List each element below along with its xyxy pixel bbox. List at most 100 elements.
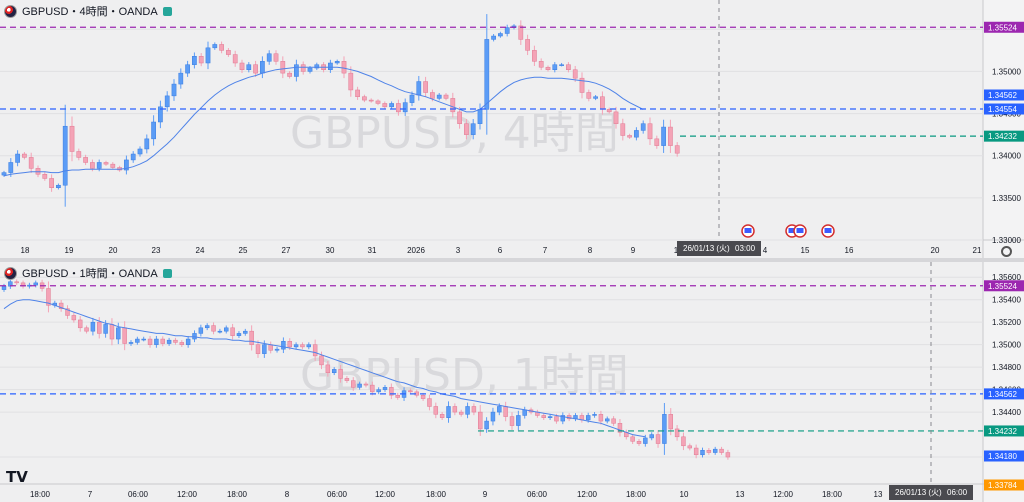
candle-body [274,348,280,351]
crosshair-time-value: 06:00 [947,488,968,497]
candle-body [620,123,626,136]
price-label-text: 1.33784 [988,481,1017,490]
candle-body [668,414,673,430]
candle-body [103,162,109,165]
candle-body [592,414,597,416]
symbol-title-1h[interactable]: GBPUSD・1時間・OANDA [22,268,158,280]
candle-body [452,406,458,413]
candle-body [226,50,231,55]
price-level-label: 1.34562 [988,390,1017,399]
candle-body [693,447,699,456]
candle-body [484,420,489,430]
candle-body [382,103,388,108]
candle-body [22,153,27,158]
candle-body [465,406,470,415]
price-tick-label: 1.33500 [992,194,1021,203]
candle-body [559,64,564,66]
chart-pane-4h[interactable]: 1.355001.350001.345001.340001.335001.330… [0,0,1024,258]
us-event-flag-icon [796,228,804,233]
candle-body [124,159,129,171]
chart-pane-1h[interactable]: 1.356001.354001.352001.350001.348001.346… [0,262,1024,502]
candle-body [355,89,360,97]
candle-body [490,411,496,422]
candle-body [439,414,445,418]
candle-body [185,64,190,74]
candle-body [260,61,265,74]
candle-body [137,148,143,155]
candle-body [627,135,632,138]
time-tick-label: 18:00 [426,490,447,499]
candle-body [128,342,134,344]
time-tick-label: 10 [680,490,689,499]
plot-background [0,0,983,240]
price-tick-label: 1.35000 [992,67,1021,76]
time-tick-label: 20 [109,246,118,255]
time-tick-label: 06:00 [128,490,149,499]
candle-body [294,64,299,77]
candle-body [617,423,623,433]
time-tick-label: 24 [196,246,205,255]
price-level-tag [984,103,1024,115]
candle-body [307,67,313,72]
candle-body [212,44,218,49]
candle-body [249,330,254,345]
candle-body [268,344,273,351]
candle-body [351,380,356,388]
candle-body [719,448,724,453]
candle-body [643,437,648,444]
time-tick-label: 8 [285,490,290,499]
candle-body [681,436,686,447]
candle-body [634,130,639,138]
chart-4h-canvas[interactable]: 1.355001.350001.345001.340001.335001.330… [0,0,1024,258]
chart-1h-canvas[interactable]: 1.356001.354001.352001.350001.348001.346… [0,262,1024,502]
candle-body [273,53,279,62]
gbpusd-flag-icon [4,266,17,280]
gbpusd-flag-icon [4,4,17,18]
time-tick-label: 27 [282,246,291,255]
candle-body [611,418,616,424]
price-level-label: 1.34554 [988,105,1017,114]
price-tick-label: 1.35400 [992,296,1021,305]
crosshair-time-value: 03:00 [735,244,756,253]
candle-body [14,281,19,284]
price-level-tag [984,280,1024,292]
candle-body [375,100,381,104]
candle-body [382,387,388,390]
candle-body [42,174,48,179]
price-label-tag [984,479,1024,491]
candle-body [420,394,426,399]
candle-body [58,302,64,309]
pane-separator[interactable] [0,258,1024,262]
candle-body [287,341,292,348]
candle-body [116,327,121,340]
candle-body [579,77,585,93]
time-tick-label: 12:00 [577,490,598,499]
watermark: GBPUSD, 4時間 [290,108,619,159]
candle-body [640,123,646,131]
time-tick-label: 8 [588,246,593,255]
candle-body [687,445,693,449]
candle-body [647,123,653,140]
candle-body [470,123,476,135]
candle-body [84,327,89,332]
candle-body [389,387,394,396]
settings-gear-icon[interactable] [1001,246,1012,257]
candle-body [96,162,102,169]
candle-body [674,428,680,438]
candle-body [262,344,267,354]
candle-body [471,406,477,413]
candle-body [586,92,592,99]
candle-body [8,162,14,173]
candle-body [478,411,483,430]
candle-body [443,94,449,99]
candle-body [144,138,150,150]
price-level-label: 1.34232 [988,427,1017,436]
candle-body [198,327,204,334]
symbol-title-4h[interactable]: GBPUSD・4時間・OANDA [22,6,158,18]
us-event-flag-icon [744,228,752,233]
candle-body [457,111,462,124]
candle-body [151,121,156,140]
candle-body [253,64,258,74]
candle-body [446,406,451,418]
candle-body [338,369,343,379]
